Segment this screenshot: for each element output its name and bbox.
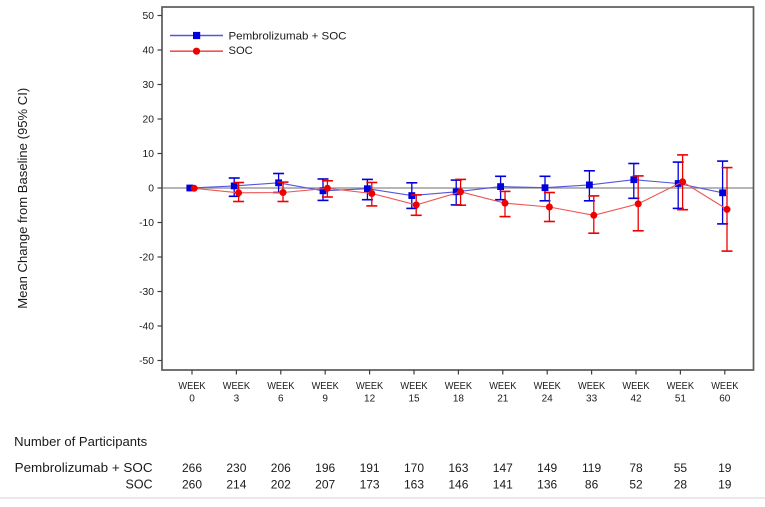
- svg-text:0: 0: [189, 393, 195, 404]
- svg-text:196: 196: [315, 461, 335, 475]
- svg-text:-20: -20: [139, 253, 154, 264]
- svg-text:20: 20: [143, 115, 155, 126]
- svg-text:24: 24: [542, 393, 554, 404]
- svg-text:Pembrolizumab + SOC: Pembrolizumab + SOC: [15, 461, 153, 475]
- svg-text:15: 15: [408, 393, 420, 404]
- svg-text:Number of Participants: Number of Participants: [14, 435, 147, 449]
- svg-text:SOC: SOC: [229, 45, 253, 57]
- svg-text:WEEK: WEEK: [667, 381, 695, 392]
- svg-text:21: 21: [497, 393, 509, 404]
- svg-text:51: 51: [675, 393, 687, 404]
- svg-text:147: 147: [493, 461, 513, 475]
- svg-text:191: 191: [360, 461, 380, 475]
- svg-text:-30: -30: [139, 287, 154, 298]
- svg-text:SOC: SOC: [126, 477, 153, 491]
- svg-text:WEEK: WEEK: [223, 381, 251, 392]
- svg-text:12: 12: [364, 393, 376, 404]
- svg-text:119: 119: [582, 461, 601, 475]
- svg-text:WEEK: WEEK: [489, 381, 517, 392]
- svg-text:Pembrolizumab + SOC: Pembrolizumab + SOC: [229, 30, 347, 42]
- svg-text:-50: -50: [139, 356, 154, 367]
- svg-text:-40: -40: [139, 322, 154, 333]
- svg-text:WEEK: WEEK: [267, 381, 295, 392]
- svg-text:6: 6: [278, 393, 284, 404]
- svg-text:Mean Change from Baseline (95%: Mean Change from Baseline (95% CI): [15, 88, 30, 309]
- svg-text:30: 30: [143, 80, 155, 91]
- svg-text:19: 19: [718, 477, 732, 491]
- svg-text:163: 163: [448, 461, 468, 475]
- svg-text:260: 260: [182, 477, 202, 491]
- svg-text:WEEK: WEEK: [400, 381, 428, 392]
- svg-text:WEEK: WEEK: [356, 381, 384, 392]
- svg-text:214: 214: [226, 477, 246, 491]
- svg-text:9: 9: [322, 393, 328, 404]
- svg-text:WEEK: WEEK: [312, 381, 340, 392]
- svg-text:19: 19: [718, 461, 732, 475]
- svg-text:202: 202: [271, 477, 291, 491]
- svg-text:WEEK: WEEK: [178, 381, 206, 392]
- svg-text:WEEK: WEEK: [711, 381, 739, 392]
- svg-text:86: 86: [585, 477, 599, 491]
- svg-text:146: 146: [448, 477, 468, 491]
- svg-text:50: 50: [143, 11, 155, 22]
- svg-text:52: 52: [629, 477, 643, 491]
- svg-text:42: 42: [630, 393, 642, 404]
- svg-text:60: 60: [719, 393, 731, 404]
- svg-text:18: 18: [453, 393, 465, 404]
- svg-text:266: 266: [182, 461, 202, 475]
- svg-text:WEEK: WEEK: [622, 381, 650, 392]
- svg-text:173: 173: [360, 477, 380, 491]
- svg-text:28: 28: [674, 477, 688, 491]
- svg-text:230: 230: [226, 461, 246, 475]
- svg-text:10: 10: [143, 149, 155, 160]
- svg-text:0: 0: [148, 184, 154, 195]
- svg-text:136: 136: [537, 477, 557, 491]
- svg-text:78: 78: [629, 461, 643, 475]
- svg-text:-10: -10: [139, 218, 154, 229]
- svg-text:WEEK: WEEK: [534, 381, 562, 392]
- svg-text:33: 33: [586, 393, 598, 404]
- svg-text:170: 170: [404, 461, 424, 475]
- svg-text:40: 40: [143, 46, 155, 57]
- svg-text:207: 207: [315, 477, 335, 491]
- svg-text:141: 141: [493, 477, 513, 491]
- svg-text:149: 149: [537, 461, 557, 475]
- svg-text:206: 206: [271, 461, 291, 475]
- svg-text:163: 163: [404, 477, 424, 491]
- svg-text:WEEK: WEEK: [445, 381, 473, 392]
- svg-text:WEEK: WEEK: [578, 381, 606, 392]
- svg-text:3: 3: [234, 393, 240, 404]
- svg-text:55: 55: [674, 461, 688, 475]
